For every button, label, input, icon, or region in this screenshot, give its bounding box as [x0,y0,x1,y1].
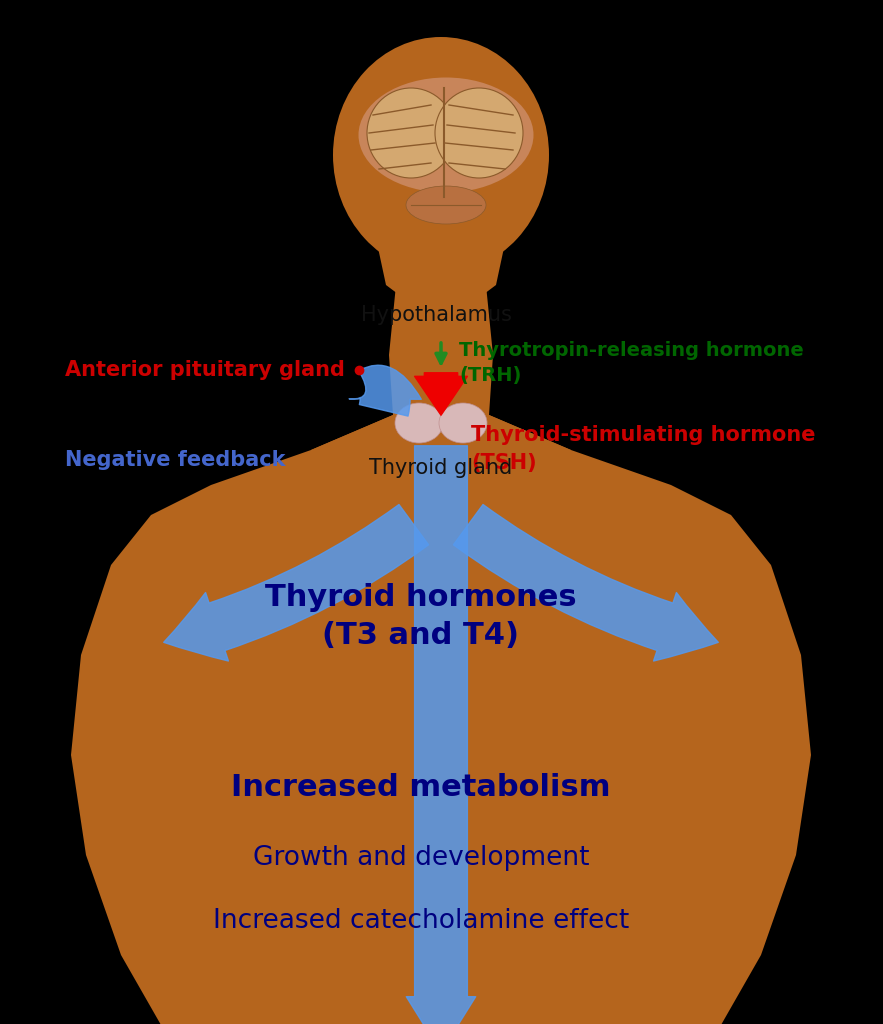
Text: Thyroid-stimulating hormone: Thyroid-stimulating hormone [471,425,816,445]
Text: Negative feedback: Negative feedback [65,450,285,470]
Ellipse shape [435,88,523,178]
Text: (T3 and T4): (T3 and T4) [322,621,519,649]
Ellipse shape [367,88,455,178]
Text: Increased metabolism: Increased metabolism [231,773,611,803]
Ellipse shape [333,37,549,273]
Text: (TRH): (TRH) [459,366,521,384]
Ellipse shape [395,403,443,443]
Text: Thyrotropin-releasing hormone: Thyrotropin-releasing hormone [459,341,804,359]
Ellipse shape [439,403,487,443]
Text: Thyroid gland: Thyroid gland [369,458,513,478]
Polygon shape [311,415,571,450]
Text: Thyroid hormones: Thyroid hormones [265,584,577,612]
Ellipse shape [406,186,486,224]
Text: Growth and development: Growth and development [253,845,589,871]
Polygon shape [71,415,811,1024]
Text: Anterior pituitary gland: Anterior pituitary gland [65,360,345,380]
FancyArrowPatch shape [406,445,476,1024]
Text: Hypothalamus: Hypothalamus [360,305,511,325]
Text: Increased catecholamine effect: Increased catecholamine effect [213,908,629,934]
Text: (TSH): (TSH) [471,453,537,473]
FancyArrowPatch shape [349,366,421,416]
FancyArrowPatch shape [163,505,428,662]
Polygon shape [389,285,493,415]
Ellipse shape [358,78,533,193]
Polygon shape [371,215,511,300]
FancyArrowPatch shape [415,373,467,415]
FancyArrowPatch shape [454,505,718,662]
